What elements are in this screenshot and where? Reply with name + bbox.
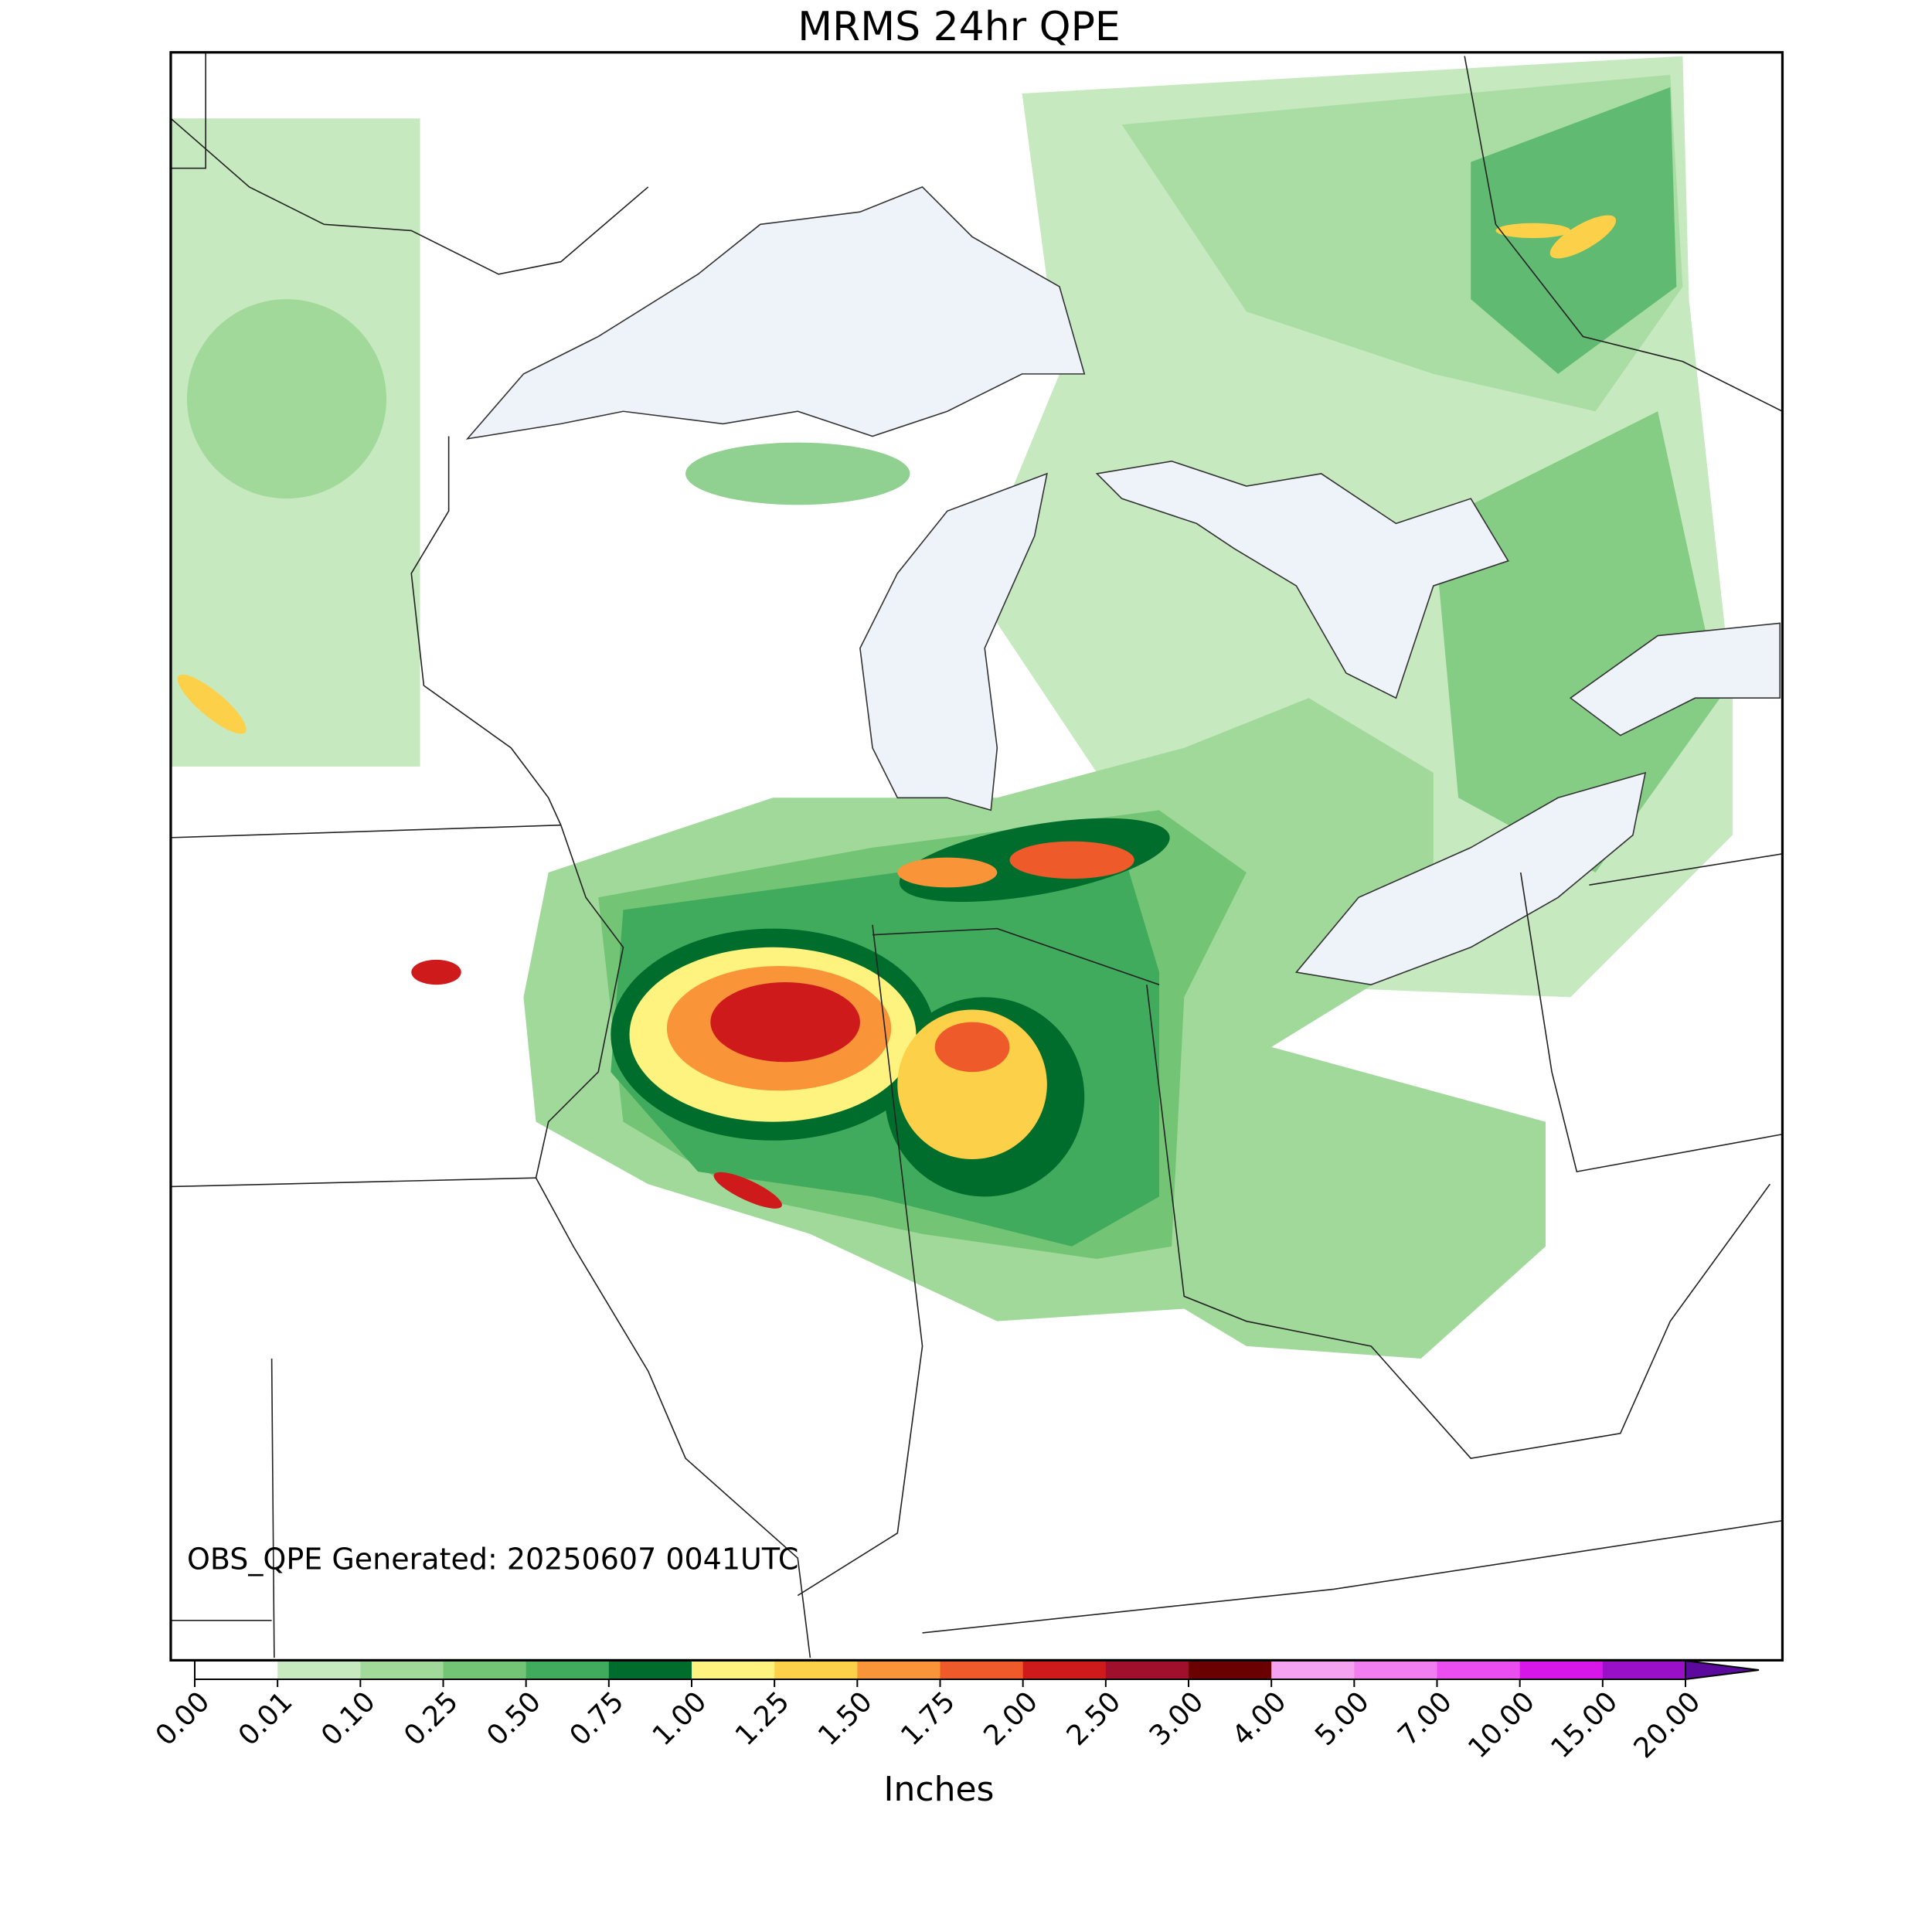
colorbar-tick-label: 0.50	[481, 1685, 547, 1752]
colorbar-segment	[857, 1661, 940, 1679]
colorbar-segment	[1105, 1661, 1189, 1679]
colorbar-segment	[277, 1661, 361, 1679]
colorbar-tick-label: 2.00	[978, 1685, 1044, 1752]
colorbar-segment	[443, 1661, 527, 1679]
colorbar-segment	[1189, 1661, 1272, 1679]
colorbar-tick-label: 20.00	[1628, 1685, 1707, 1764]
lake	[1095, 460, 1509, 699]
colorbar-tick-label: 2.50	[1061, 1685, 1128, 1752]
colorbar-tick-label: 1.75	[895, 1685, 961, 1752]
precip-field	[170, 56, 1733, 1359]
colorbar-segment	[1354, 1661, 1437, 1679]
colorbar-segment	[1519, 1661, 1604, 1679]
colorbar-segment	[1602, 1661, 1686, 1679]
lake	[465, 185, 1086, 440]
colorbar-tick-label: 1.25	[730, 1685, 796, 1752]
colorbar-segment	[360, 1661, 444, 1679]
colorbar-tick-label: 3.00	[1144, 1685, 1210, 1752]
map-title: MRMS 24hr QPE	[798, 4, 1121, 50]
colorbar-segment	[692, 1661, 775, 1679]
lake	[1294, 771, 1647, 986]
colorbar-tick-label: 1.00	[647, 1685, 713, 1752]
colorbar-segment	[195, 1661, 278, 1679]
colorbar-label: Inches	[884, 1770, 995, 1809]
colorbar-tick-label: 0.75	[564, 1685, 631, 1752]
map	[169, 51, 1784, 1662]
boundaries	[170, 52, 1783, 1658]
colorbar-tick-label: 5.00	[1309, 1685, 1376, 1752]
colorbar-tick-label: 0.00	[150, 1685, 216, 1752]
colorbar-segment	[1022, 1661, 1107, 1679]
colorbar-tick-label: 7.00	[1392, 1685, 1458, 1752]
colorbar-tick-label: 0.10	[315, 1685, 382, 1752]
lake	[1569, 622, 1781, 736]
colorbar-segment	[1271, 1661, 1355, 1679]
colorbar-tick-label: 15.00	[1545, 1685, 1624, 1764]
annotation: OBS_QPE Generated: 20250607 0041UTC	[187, 1543, 798, 1577]
colorbar: 0.00 0.01 0.10 0.25 0.50 0.75 1.00 1.25 1.50 1.75…	[150, 1659, 1760, 1764]
colorbar-tick-label: 0.01	[233, 1685, 299, 1752]
colorbar-tick-label: 4.00	[1226, 1685, 1293, 1752]
colorbar-segment	[526, 1661, 610, 1679]
lake	[859, 472, 1048, 811]
colorbar-segment	[774, 1661, 858, 1679]
colorbar-segment	[1437, 1661, 1521, 1679]
colorbar-segment	[608, 1661, 692, 1679]
colorbar-segment	[940, 1661, 1024, 1679]
colorbar-tick-label: 10.00	[1462, 1685, 1541, 1764]
colorbar-tick-label: 1.50	[812, 1685, 879, 1752]
colorbar-extension	[1685, 1659, 1760, 1681]
colorbar-tick-label: 0.25	[398, 1685, 464, 1752]
